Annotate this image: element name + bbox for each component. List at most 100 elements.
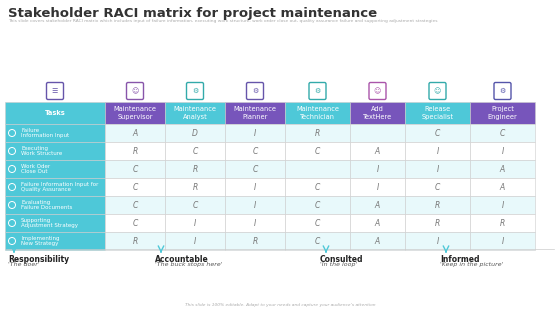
Bar <box>225 102 285 124</box>
Bar <box>225 142 285 160</box>
Text: Maintenance
Analyst: Maintenance Analyst <box>174 106 217 120</box>
Bar <box>165 124 225 142</box>
Bar <box>105 196 165 214</box>
Bar <box>165 160 225 178</box>
Bar <box>285 196 350 214</box>
Text: C: C <box>315 146 320 156</box>
Bar <box>225 214 285 232</box>
Bar <box>105 102 165 124</box>
Bar <box>350 124 405 142</box>
Bar <box>405 124 470 142</box>
Bar <box>165 232 225 250</box>
Text: C: C <box>435 182 440 192</box>
Text: 'The doer': 'The doer' <box>8 262 40 267</box>
Text: ⚙: ⚙ <box>314 88 321 94</box>
Text: C: C <box>192 146 198 156</box>
Bar <box>105 124 165 142</box>
Text: I: I <box>436 146 438 156</box>
Text: I: I <box>436 237 438 245</box>
Bar <box>105 142 165 160</box>
Text: R: R <box>193 164 198 174</box>
Text: Responsibility: Responsibility <box>8 255 69 264</box>
Text: C: C <box>132 164 138 174</box>
Bar <box>350 214 405 232</box>
Text: 'In the loop': 'In the loop' <box>320 262 357 267</box>
Text: Implementing
New Strategy: Implementing New Strategy <box>21 236 59 246</box>
Text: C: C <box>435 129 440 138</box>
Text: A: A <box>500 164 505 174</box>
Text: A: A <box>375 201 380 209</box>
Text: I: I <box>376 182 379 192</box>
Text: A: A <box>132 129 138 138</box>
FancyBboxPatch shape <box>186 83 203 100</box>
Bar <box>350 160 405 178</box>
Text: Maintenance
Planner: Maintenance Planner <box>234 106 277 120</box>
Text: Failure Information Input for
Quality Assurance: Failure Information Input for Quality As… <box>21 182 99 192</box>
Bar <box>350 196 405 214</box>
Text: Add
TextHere: Add TextHere <box>363 106 392 120</box>
Bar <box>285 232 350 250</box>
Text: I: I <box>254 182 256 192</box>
Text: ☺: ☺ <box>374 88 381 94</box>
FancyBboxPatch shape <box>494 83 511 100</box>
Text: A: A <box>375 146 380 156</box>
Bar <box>225 196 285 214</box>
Text: C: C <box>132 182 138 192</box>
Text: C: C <box>253 146 258 156</box>
Bar <box>165 178 225 196</box>
Bar <box>405 178 470 196</box>
Bar <box>5 124 105 142</box>
Bar <box>285 160 350 178</box>
Text: Maintenance
Supervisor: Maintenance Supervisor <box>114 106 156 120</box>
Bar <box>225 178 285 196</box>
Bar <box>165 196 225 214</box>
Text: A: A <box>375 219 380 227</box>
Text: ☺: ☺ <box>434 88 441 94</box>
Bar <box>470 160 535 178</box>
Bar <box>350 178 405 196</box>
Text: R: R <box>193 182 198 192</box>
Text: C: C <box>132 219 138 227</box>
FancyBboxPatch shape <box>369 83 386 100</box>
Text: Supporting
Adjustment Strategy: Supporting Adjustment Strategy <box>21 218 78 228</box>
Text: I: I <box>501 201 503 209</box>
Text: C: C <box>315 219 320 227</box>
Bar <box>350 232 405 250</box>
Bar <box>105 160 165 178</box>
Text: I: I <box>254 219 256 227</box>
Bar <box>470 196 535 214</box>
FancyBboxPatch shape <box>246 83 264 100</box>
Text: Release
Specialist: Release Specialist <box>422 106 454 120</box>
Text: ⚙: ⚙ <box>192 88 198 94</box>
Text: I: I <box>376 164 379 174</box>
Text: C: C <box>315 237 320 245</box>
Bar <box>5 196 105 214</box>
Text: Informed: Informed <box>440 255 479 264</box>
Bar <box>350 102 405 124</box>
Text: I: I <box>436 164 438 174</box>
Bar <box>285 124 350 142</box>
Bar <box>5 142 105 160</box>
Text: R: R <box>435 201 440 209</box>
Text: Evaluating
Failure Documents: Evaluating Failure Documents <box>21 200 72 210</box>
Bar <box>405 214 470 232</box>
Text: I: I <box>254 201 256 209</box>
Text: R: R <box>253 237 258 245</box>
Bar <box>105 232 165 250</box>
Text: R: R <box>132 237 138 245</box>
Text: C: C <box>315 201 320 209</box>
Bar <box>470 232 535 250</box>
Text: C: C <box>253 164 258 174</box>
FancyBboxPatch shape <box>46 83 63 100</box>
Bar <box>5 102 105 124</box>
Text: Project
Engineer: Project Engineer <box>488 106 517 120</box>
Bar <box>5 160 105 178</box>
Text: I: I <box>194 219 196 227</box>
Text: This slide covers stakeholder RACI matrix which includes input of failure inform: This slide covers stakeholder RACI matri… <box>8 19 437 23</box>
Bar <box>165 214 225 232</box>
Text: D: D <box>192 129 198 138</box>
Text: I: I <box>194 237 196 245</box>
Bar <box>285 214 350 232</box>
Bar <box>470 214 535 232</box>
Bar <box>405 142 470 160</box>
